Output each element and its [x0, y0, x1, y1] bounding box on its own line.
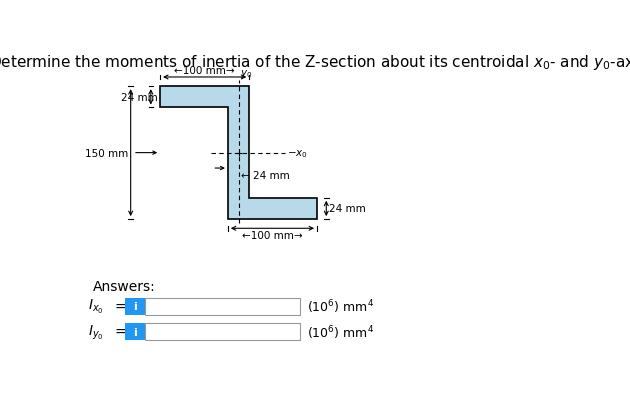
Text: $(10^6)\ \mathrm{mm}^4$: $(10^6)\ \mathrm{mm}^4$: [307, 323, 374, 341]
Text: $y_0$: $y_0$: [240, 68, 253, 80]
Text: =: =: [115, 300, 126, 313]
Text: $I_{y_0}$: $I_{y_0}$: [88, 323, 104, 341]
Bar: [146, 324, 301, 341]
Bar: [125, 324, 146, 341]
Text: Answers:: Answers:: [93, 279, 156, 293]
Text: $-x_0$: $-x_0$: [287, 147, 307, 159]
Text: $I_{x_0}$: $I_{x_0}$: [88, 298, 104, 316]
Bar: [125, 298, 146, 315]
Bar: [146, 298, 301, 315]
Text: $(10^6)\ \mathrm{mm}^4$: $(10^6)\ \mathrm{mm}^4$: [307, 298, 374, 315]
Text: =: =: [115, 325, 126, 339]
Text: i: i: [134, 327, 137, 337]
Polygon shape: [160, 87, 317, 220]
Text: Determine the moments of inertia of the Z-section about its centroidal $x_0$- an: Determine the moments of inertia of the …: [0, 52, 630, 71]
Text: i: i: [134, 302, 137, 312]
Text: 24 mm: 24 mm: [329, 204, 365, 214]
Text: ← 24 mm: ← 24 mm: [241, 171, 290, 181]
Text: 150 mm: 150 mm: [85, 148, 129, 158]
Text: 24 mm: 24 mm: [121, 93, 158, 102]
Text: ←100 mm→: ←100 mm→: [242, 230, 303, 240]
Text: ←100 mm→: ←100 mm→: [175, 66, 235, 76]
